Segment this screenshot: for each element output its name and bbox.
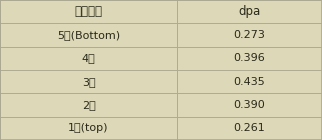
Text: 1단(top): 1단(top) xyxy=(68,123,109,133)
Text: 0.390: 0.390 xyxy=(234,100,265,110)
Text: 4단: 4단 xyxy=(82,53,95,63)
Bar xyxy=(0,117,177,140)
Bar xyxy=(177,117,322,140)
Bar xyxy=(177,23,322,47)
Text: 5단(Bottom): 5단(Bottom) xyxy=(57,30,120,40)
Bar xyxy=(0,93,177,117)
Bar xyxy=(177,93,322,117)
Bar xyxy=(177,47,322,70)
Text: 0.273: 0.273 xyxy=(234,30,265,40)
Text: 0.435: 0.435 xyxy=(234,77,265,87)
Bar xyxy=(0,70,177,93)
Bar xyxy=(0,47,177,70)
Text: 0.396: 0.396 xyxy=(234,53,265,63)
Text: 0.261: 0.261 xyxy=(234,123,265,133)
Text: 시편위치: 시편위치 xyxy=(75,5,102,18)
Text: 2단: 2단 xyxy=(82,100,95,110)
Text: 3단: 3단 xyxy=(82,77,95,87)
Bar xyxy=(0,23,177,47)
Bar xyxy=(177,70,322,93)
Text: dpa: dpa xyxy=(238,5,261,18)
Bar xyxy=(0,0,177,23)
Bar xyxy=(177,0,322,23)
